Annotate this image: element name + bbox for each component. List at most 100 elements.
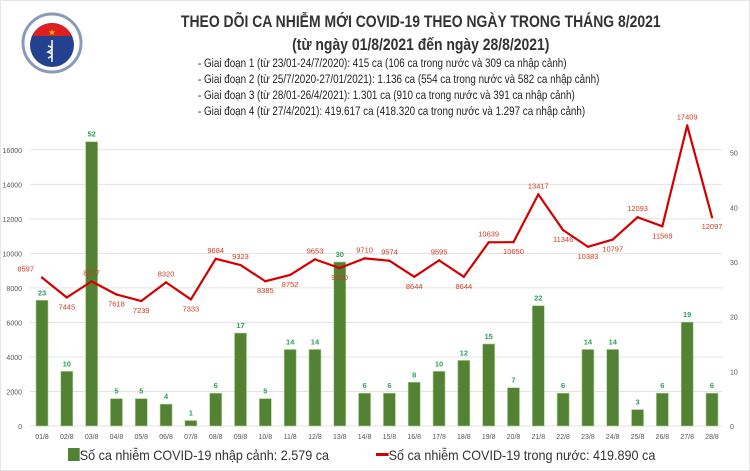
left-axis-tick: 12000 xyxy=(3,217,23,224)
line-label: 9653 xyxy=(307,246,324,255)
x-axis-tick: 17/8 xyxy=(432,434,446,441)
bar xyxy=(581,349,595,427)
line-point xyxy=(561,228,565,232)
line-label: 8752 xyxy=(282,280,299,289)
legend-bar-swatch xyxy=(68,448,80,461)
line-point xyxy=(189,298,193,301)
bar xyxy=(556,392,570,427)
line-point xyxy=(586,245,590,248)
bar-label: 3 xyxy=(635,398,639,407)
line-label: 17409 xyxy=(677,112,698,121)
x-axis-tick: 24/8 xyxy=(606,434,620,441)
line-label: 9574 xyxy=(381,248,398,257)
x-axis-tick: 14/8 xyxy=(358,434,372,441)
x-axis-tick: 02/8 xyxy=(60,434,74,441)
caduceus-icon xyxy=(46,40,53,62)
bar-label: 8 xyxy=(412,370,416,379)
x-axis-tick: 08/8 xyxy=(209,434,223,441)
x-axis-tick: 18/8 xyxy=(457,434,471,441)
chart-title: THEO DÕI CA NHIỄM MỚI COVID-19 THEO NGÀY… xyxy=(180,12,661,31)
left-axis-tick: 14000 xyxy=(3,182,23,189)
left-axis-tick: 4000 xyxy=(6,355,22,362)
bar xyxy=(60,371,74,427)
chart-subtitle: (từ ngày 01/8/2021 đến ngày 28/8/2021) xyxy=(292,35,550,54)
x-axis-tick: 11/8 xyxy=(284,434,297,441)
line-point xyxy=(363,257,366,260)
line-label: 8644 xyxy=(456,282,473,291)
line-point xyxy=(413,275,416,278)
x-axis-tick: 04/8 xyxy=(110,434,124,441)
line-point xyxy=(40,276,44,279)
line-point xyxy=(512,240,515,244)
line-label: 9710 xyxy=(356,245,373,254)
right-axis-tick: 10 xyxy=(730,369,738,376)
bar xyxy=(432,371,446,427)
line-point xyxy=(313,258,317,261)
bar-label: 17 xyxy=(236,321,244,330)
legend-line-swatch xyxy=(376,453,389,456)
bar xyxy=(234,332,247,427)
bar xyxy=(134,398,148,427)
line-label: 8377 xyxy=(83,268,100,277)
left-axis-tick: 2000 xyxy=(6,389,22,396)
bar-label: 14 xyxy=(584,337,593,346)
bar xyxy=(606,349,620,427)
line-label: 10650 xyxy=(503,247,524,256)
bar-label: 10 xyxy=(435,359,443,368)
x-axis-tick: 06/8 xyxy=(159,434,173,441)
line-point xyxy=(462,275,466,278)
right-axis-tick: 0 xyxy=(730,424,734,431)
left-axis-tick: 10000 xyxy=(3,251,23,258)
x-axis-tick: 25/8 xyxy=(631,434,645,441)
bar xyxy=(110,398,123,427)
bar xyxy=(358,392,371,427)
left-axis-tick: 0 xyxy=(18,424,22,431)
line-point xyxy=(537,193,540,196)
line-point xyxy=(140,299,143,303)
bar-label: 5 xyxy=(139,387,143,396)
bar-label: 4 xyxy=(164,392,169,401)
line-label: 7618 xyxy=(108,299,125,308)
bar-label: 12 xyxy=(460,348,468,357)
line-point xyxy=(164,281,168,284)
bar-label: 10 xyxy=(63,359,71,368)
line-label: 12097 xyxy=(702,222,723,231)
bar-label: 30 xyxy=(336,250,344,259)
line-label: 7239 xyxy=(133,306,150,315)
line-point xyxy=(661,225,664,228)
bar xyxy=(457,360,471,427)
line-point xyxy=(388,259,391,262)
bar-label: 14 xyxy=(286,337,295,346)
legend-line: Số ca nhiễm COVID-19 trong nước: 419.890… xyxy=(376,447,655,463)
x-axis-tick: 05/8 xyxy=(134,434,148,441)
line-label: 8597 xyxy=(17,265,34,274)
line-point xyxy=(636,216,639,219)
stage-note: - Giai đoạn 2 (từ 25/7/2020-27/01/2021):… xyxy=(198,72,600,86)
bar-label: 7 xyxy=(511,376,515,385)
bar-label: 5 xyxy=(114,387,118,396)
line-point xyxy=(90,280,93,283)
x-axis-tick: 16/8 xyxy=(407,434,421,441)
bar xyxy=(283,349,297,427)
bar-label: 14 xyxy=(609,337,618,346)
bar xyxy=(35,299,49,427)
x-axis-tick: 12/8 xyxy=(308,434,322,441)
x-axis-tick: 22/8 xyxy=(556,434,570,441)
line-label: 13417 xyxy=(528,181,549,190)
left-axis-tick: 8000 xyxy=(6,286,22,293)
legend-line-label: Số ca nhiễm COVID-19 trong nước: 419.890… xyxy=(388,447,656,463)
right-axis-tick: 30 xyxy=(730,260,738,267)
stage-note: - Giai đoạn 3 (từ 28/01-26/4/2021): 1.30… xyxy=(198,88,575,102)
x-axis-tick: 03/8 xyxy=(85,434,99,441)
bar-label: 6 xyxy=(387,381,391,390)
stage-note: - Giai đoạn 1 (từ 23/01-24/7/2020): 415 … xyxy=(198,56,567,70)
bar-label: 6 xyxy=(363,381,367,390)
stage-notes: - Giai đoạn 1 (từ 23/01-24/7/2020): 415 … xyxy=(198,55,599,119)
line-label: 10797 xyxy=(602,245,623,254)
x-axis-tick: 19/8 xyxy=(482,434,496,441)
line-label: 7333 xyxy=(183,304,200,313)
bar xyxy=(631,409,644,427)
legend-bar-label: Số ca nhiễm COVID-19 nhập cảnh: 2.579 ca xyxy=(79,447,330,463)
line-label: 9684 xyxy=(207,246,224,255)
